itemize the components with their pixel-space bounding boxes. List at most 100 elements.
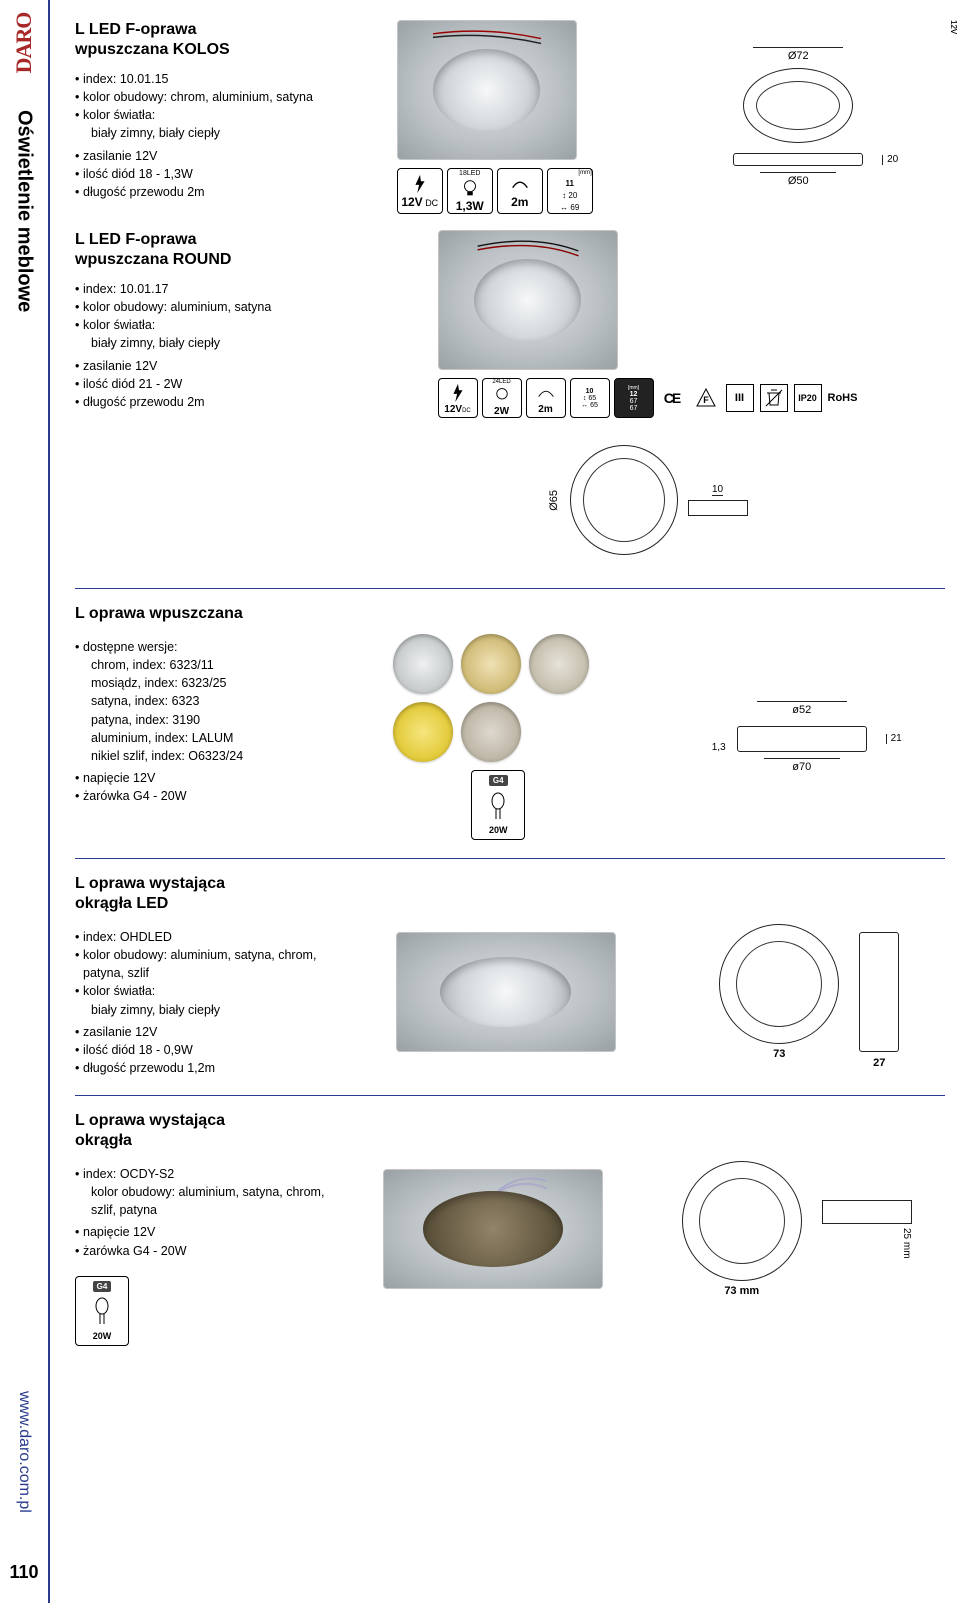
okragla-text: index: OCDY-S2 kolor obudowy: aluminium,… xyxy=(75,1161,335,1346)
circle-icon xyxy=(570,445,678,555)
brand-logo: DARO xyxy=(11,13,37,74)
g4-label: G4 xyxy=(489,775,508,786)
okragla-images: 73 mm 25 mm xyxy=(350,1161,945,1297)
spec-item: zasilanie 12V xyxy=(75,147,335,165)
cable-badge: 2m xyxy=(497,168,543,214)
circle-icon xyxy=(743,68,853,143)
watt-badge: 18LED 1,3W xyxy=(447,168,493,214)
dim-inner: ø70 xyxy=(764,758,840,773)
watt-value: 2W xyxy=(494,406,509,417)
wpuszczana-row: dostępne wersje: chrom, index: 6323/11 m… xyxy=(75,634,945,840)
product-photo xyxy=(383,1169,603,1289)
side-rail: DARO Oświetlenie meblowe www.daro.com.pl… xyxy=(0,0,50,1603)
volt-sub: DC xyxy=(425,198,438,208)
dim: 65 xyxy=(590,402,598,409)
profile-icon: 21 1,3 xyxy=(737,726,867,752)
dim-dia: 73 xyxy=(719,1048,839,1060)
spec-item: index: 10.01.17 xyxy=(75,280,335,298)
dim: 69 xyxy=(570,203,579,212)
bulb-icon xyxy=(92,1296,112,1326)
spec-item: długość przewodu 2m xyxy=(75,393,335,411)
dim: 10 xyxy=(586,388,594,395)
swatch-nickel xyxy=(461,702,521,762)
side-profile-icon: 27 xyxy=(859,932,899,1052)
kolos-badges: 12V DC 18LED 1,3W 2m xyxy=(397,168,593,214)
class3-icon: III xyxy=(726,384,754,412)
wire-icon xyxy=(447,239,609,263)
round-title: L LED F-oprawa wpuszczana ROUND xyxy=(75,230,335,270)
kolos-photo-block: 12V DC 18LED 1,3W 2m xyxy=(397,20,593,214)
profile-icon: 20 xyxy=(733,153,863,166)
okragla-diagram: 73 mm 25 mm xyxy=(682,1161,912,1297)
bulb-icon xyxy=(488,791,508,821)
swatch-satin xyxy=(529,634,589,694)
round-images: 12VDC 24LED 2W 2m xyxy=(350,230,945,570)
round-photo-block: 12VDC 24LED 2W 2m xyxy=(438,230,858,418)
round-text: L LED F-oprawa wpuszczana ROUND index: 1… xyxy=(75,230,335,411)
round-row: L LED F-oprawa wpuszczana ROUND index: 1… xyxy=(75,230,945,570)
led-count: 18LED xyxy=(459,170,480,177)
dim: 20 xyxy=(568,191,577,200)
dim-inner: Ø50 xyxy=(760,172,836,187)
product-photo xyxy=(397,20,577,160)
dim-height: 21 xyxy=(886,734,902,744)
volt-badge: 12VDC xyxy=(438,378,478,418)
cable-badge: 2m xyxy=(526,378,566,418)
catalogue-page: DARO Oświetlenie meblowe www.daro.com.pl… xyxy=(0,0,960,1603)
spec-sub: biały zimny, biały ciepły xyxy=(75,334,335,352)
spec-sub: patyna, index: 3190 xyxy=(75,711,335,729)
volt-value: 12V xyxy=(444,404,462,415)
okragla-row: index: OCDY-S2 kolor obudowy: aluminium,… xyxy=(75,1161,945,1346)
cable-value: 2m xyxy=(538,404,552,415)
section-kolos-round: L LED F-oprawa wpuszczana KOLOS index: 1… xyxy=(75,20,945,589)
spec-item: dostępne wersje: xyxy=(75,638,335,656)
section-okragla-led: L oprawa wystająca okrągła LED index: OH… xyxy=(75,874,945,1096)
volt-value: 12V xyxy=(401,195,422,209)
content-column: L LED F-oprawa wpuszczana KOLOS index: 1… xyxy=(50,0,960,1603)
section-okragla: L oprawa wystająca okrągła index: OCDY-S… xyxy=(75,1111,945,1364)
spec-sub: biały zimny, biały ciepły xyxy=(75,124,335,142)
okragla-specs-a: index: OCDY-S2 kolor obudowy: aluminium,… xyxy=(75,1165,335,1219)
spec-item: ilość diód 18 - 0,9W xyxy=(75,1041,335,1059)
g4-watt: 20W xyxy=(489,825,508,835)
dim-outer: ø52 xyxy=(757,701,847,716)
okragla-g4-wrap: G4 12V 20W xyxy=(75,1276,335,1346)
round-specs-a: index: 10.01.17 kolor obudowy: aluminium… xyxy=(75,280,335,353)
dim-dia: 73 mm xyxy=(682,1285,802,1297)
dim: 12 xyxy=(630,391,638,398)
dim-height: 20 xyxy=(882,155,898,165)
section-wpuszczana: L oprawa wpuszczana dostępne wersje: chr… xyxy=(75,604,945,859)
profile-icon xyxy=(688,500,748,516)
dims-badge: 10 ↕ 65 ↔ 65 xyxy=(570,378,610,418)
kolos-text: L LED F-oprawa wpuszczana KOLOS index: 1… xyxy=(75,20,335,201)
okragla-led-diagram: 73 27 xyxy=(719,924,899,1060)
wire-icon xyxy=(392,1174,594,1198)
dim-outer: Ø72 xyxy=(753,47,843,62)
dim-depth: 1,3 xyxy=(712,742,726,753)
spec-sub: chrom, index: 6323/11 xyxy=(75,656,335,674)
wpuszczana-specs-a: dostępne wersje: chrom, index: 6323/11 m… xyxy=(75,638,335,765)
round-specs-b: zasilanie 12V ilość diód 21 - 2W długość… xyxy=(75,357,335,411)
spec-item: ilość diód 18 - 1,3W xyxy=(75,165,335,183)
product-photo xyxy=(396,932,616,1052)
spec-item: kolor obudowy: aluminium, satyna xyxy=(75,298,335,316)
swatch-gold xyxy=(393,702,453,762)
spec-item: index: 10.01.15 xyxy=(75,70,335,88)
variant-swatches xyxy=(393,634,603,762)
cert-strip: CE F III IP20 RoHS xyxy=(658,384,858,412)
wpuszczana-title: L oprawa wpuszczana xyxy=(75,604,945,624)
spec-item: kolor światła: xyxy=(75,106,335,124)
spec-item: napięcie 12V xyxy=(75,1223,335,1241)
swatch-chrome xyxy=(393,634,453,694)
watt-badge: 24LED 2W xyxy=(482,378,522,418)
okragla-led-row: index: OHDLED kolor obudowy: aluminium, … xyxy=(75,924,945,1077)
spec-item: żarówka G4 - 20W xyxy=(75,1242,335,1260)
dim: 67 xyxy=(630,398,638,405)
dims-badge: [mm] 11 ↕ 20 ↔ 69 xyxy=(547,168,593,214)
mm-label: [mm] xyxy=(578,170,591,176)
g4-watt: 20W xyxy=(93,1331,112,1341)
spec-item: kolor światła: xyxy=(75,982,335,1000)
ip-badge: IP20 xyxy=(794,384,822,412)
swatch-brass xyxy=(461,634,521,694)
spec-item: długość przewodu 1,2m xyxy=(75,1059,335,1077)
